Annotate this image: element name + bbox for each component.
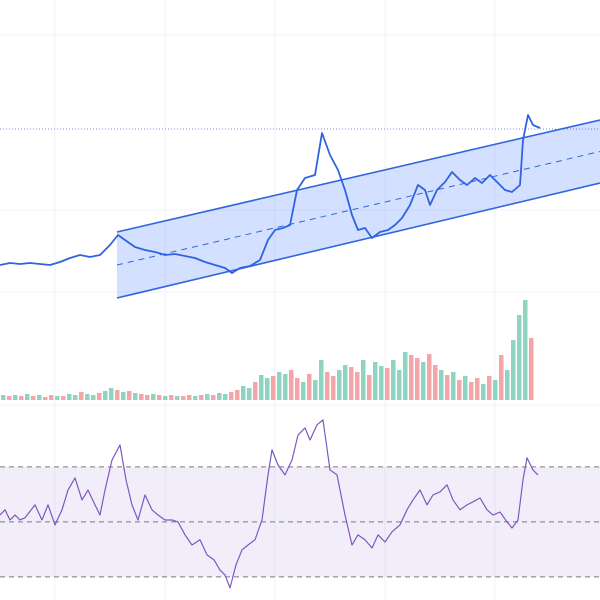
volume-bar — [319, 360, 324, 400]
volume-bar — [433, 365, 438, 400]
volume-bar — [259, 375, 264, 400]
volume-bar — [31, 396, 36, 400]
volume-bar — [43, 397, 48, 400]
volume-bar — [223, 394, 228, 400]
volume-bar — [409, 355, 414, 400]
volume-bar — [289, 370, 294, 400]
volume-bar — [49, 395, 54, 400]
volume-bar — [79, 392, 84, 400]
volume-bar — [181, 396, 186, 400]
channel-fill — [117, 120, 600, 298]
volume-bar — [67, 394, 72, 400]
channel-upper — [116, 119, 600, 233]
volume-bar — [151, 394, 156, 400]
volume-bar — [439, 370, 444, 400]
volume-bar — [517, 315, 522, 400]
channel-middle — [116, 151, 600, 266]
volume-bar — [445, 375, 450, 400]
volume-bar — [247, 388, 252, 400]
volume-bar — [13, 395, 18, 400]
volume-bar — [379, 366, 384, 400]
volume-bar — [55, 396, 60, 400]
price-line — [0, 114, 541, 274]
volume-bar — [427, 354, 432, 400]
volume-bar — [97, 393, 102, 400]
volume-bar — [199, 395, 204, 400]
volume-bar — [523, 300, 528, 400]
volume-bar — [529, 338, 534, 400]
volume-bar — [331, 376, 336, 400]
volume-bar — [1, 395, 6, 400]
volume-bar — [145, 395, 150, 400]
volume-bar — [229, 392, 234, 400]
volume-bar — [7, 396, 12, 400]
volume-bar — [175, 396, 180, 400]
volume-bar — [187, 395, 192, 400]
volume-bar — [283, 374, 288, 400]
volume-bar — [355, 372, 360, 400]
volume-bar — [205, 394, 210, 400]
volume-bar — [397, 370, 402, 400]
volume-bar — [133, 393, 138, 400]
volume-bar — [307, 374, 312, 400]
volume-bar — [367, 375, 372, 400]
volume-bar — [505, 370, 510, 400]
volume-bar — [475, 378, 480, 400]
volume-bar — [385, 368, 390, 400]
volume-bar — [391, 360, 396, 400]
volume-bar — [139, 394, 144, 400]
volume-bar — [217, 393, 222, 400]
volume-bar — [415, 358, 420, 400]
volume-bar — [109, 388, 114, 400]
volume-bar — [463, 376, 468, 400]
volume-bar — [115, 390, 120, 400]
volume-bar — [325, 372, 330, 400]
volume-bar — [481, 384, 486, 400]
volume-bar — [403, 352, 408, 400]
volume-bar — [421, 362, 426, 400]
volume-bar — [157, 395, 162, 400]
volume-bar — [295, 378, 300, 400]
volume-bar — [487, 376, 492, 400]
volume-bar — [163, 396, 168, 400]
volume-bar — [19, 396, 24, 400]
volume-bar — [193, 396, 198, 400]
volume-bar — [457, 380, 462, 400]
volume-bar — [361, 360, 366, 400]
channel-lower — [116, 182, 600, 299]
volume-bar — [253, 382, 258, 400]
volume-bar — [73, 395, 78, 400]
volume-bar — [313, 380, 318, 400]
volume-bar — [511, 340, 516, 400]
volume-bar — [499, 355, 504, 400]
volume-bar — [85, 394, 90, 400]
volume-bar — [121, 392, 126, 400]
volume-bar — [25, 394, 30, 400]
volume-bar — [37, 395, 42, 400]
volume-bar — [91, 395, 96, 400]
volume-bar — [337, 370, 342, 400]
volume-bar — [235, 390, 240, 400]
volume-bar — [103, 391, 108, 400]
volume-bar — [493, 380, 498, 400]
volume-bar — [271, 376, 276, 400]
volume-bar — [61, 396, 66, 400]
volume-bar — [277, 372, 282, 400]
volume-bar — [301, 382, 306, 400]
volume-bar — [265, 378, 270, 400]
volume-bar — [241, 386, 246, 400]
volume-bar — [373, 362, 378, 400]
rsi-line — [0, 419, 539, 589]
volume-bar — [343, 365, 348, 400]
volume-bar — [451, 372, 456, 400]
volume-bar — [211, 395, 216, 400]
volume-bar — [349, 367, 354, 400]
volume-bar — [469, 382, 474, 400]
volume-bar — [169, 395, 174, 400]
volume-bar — [127, 391, 132, 400]
